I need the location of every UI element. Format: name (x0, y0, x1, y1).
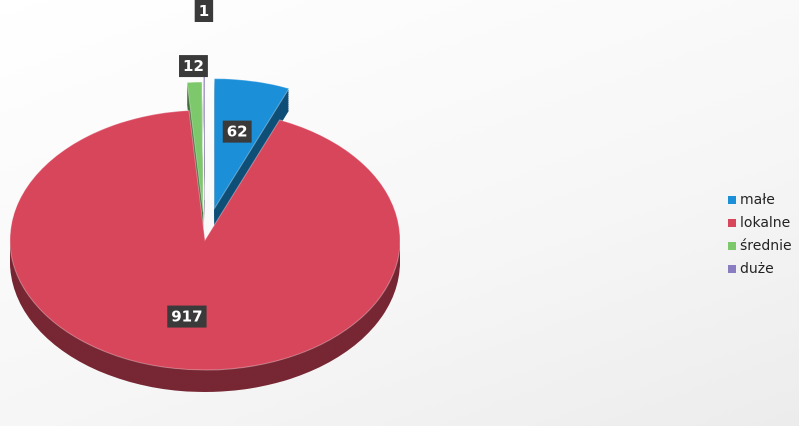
data-label-text: 62 (227, 123, 248, 141)
slice (9, 109, 401, 371)
data-label: 62 (222, 120, 252, 143)
data-label: 1 (194, 0, 214, 23)
legend-label: średnie (740, 238, 792, 254)
data-label-text: 917 (171, 308, 202, 326)
data-label-box (179, 55, 208, 78)
slice (203, 69, 206, 201)
legend-swatch (728, 219, 736, 227)
legend-swatch (728, 265, 736, 273)
legend-label: małe (740, 192, 775, 208)
data-label-box (194, 0, 214, 23)
data-label-text: 12 (183, 57, 204, 75)
data-label: 12 (179, 55, 208, 78)
legend-label: lokalne (740, 215, 790, 231)
data-label: 917 (167, 305, 207, 328)
data-label-box (167, 305, 207, 328)
slice (213, 78, 290, 211)
legend-swatch (728, 196, 736, 204)
data-label-box (222, 120, 252, 143)
legend-label: duże (740, 261, 774, 277)
slice (186, 81, 204, 213)
legend-swatch (728, 242, 736, 250)
data-label-text: 1 (199, 2, 209, 20)
